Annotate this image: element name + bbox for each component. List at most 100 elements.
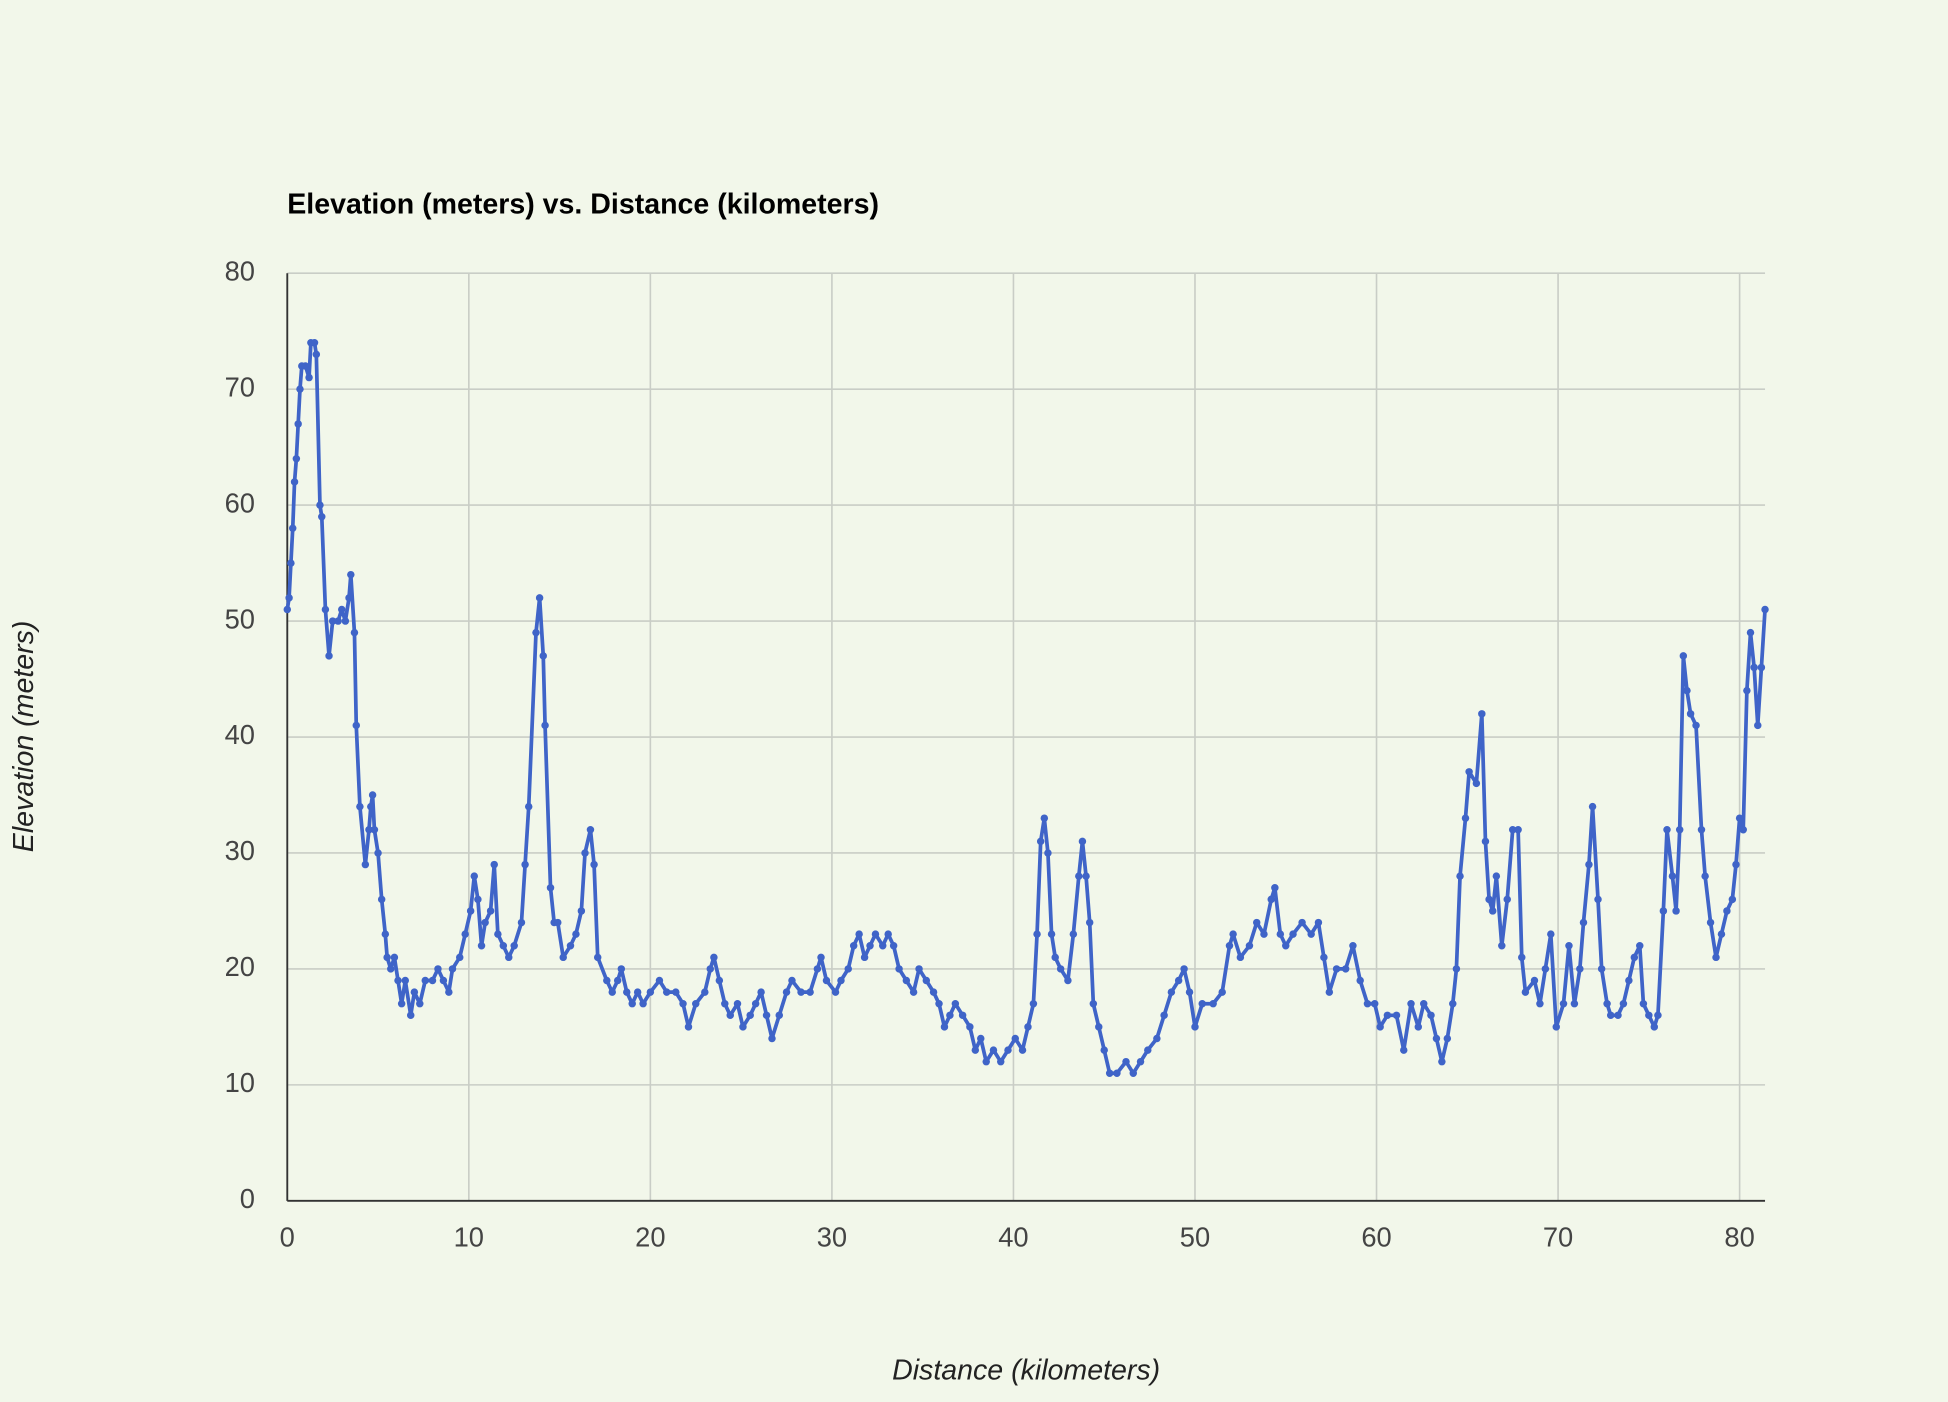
x-tick-label: 70 (1543, 1222, 1573, 1253)
data-point (305, 373, 313, 382)
data-point (982, 1057, 990, 1066)
data-point (546, 884, 555, 892)
y-tick-label: 70 (225, 371, 255, 402)
data-point (341, 617, 350, 625)
data-point (1289, 930, 1297, 938)
data-point (367, 802, 375, 811)
data-point (1298, 918, 1306, 927)
data-point (1518, 953, 1526, 962)
data-point (1706, 918, 1715, 927)
data-point (1686, 710, 1695, 718)
data-point (1461, 814, 1470, 822)
data-point (374, 849, 382, 857)
data-point (1160, 1011, 1168, 1020)
grid: 0 10 20 30 40 50 60 70 80 0 10 20 30 40 50 60 70 80 (225, 255, 1766, 1253)
data-point (951, 999, 960, 1008)
data-point (915, 965, 923, 973)
y-tick-label: 60 (225, 487, 255, 518)
data-point (1630, 953, 1639, 962)
data-point (1129, 1069, 1137, 1078)
data-point (581, 849, 589, 857)
data-point (410, 988, 419, 996)
data-point (1541, 965, 1550, 973)
data-point (1692, 721, 1700, 730)
data-point (505, 953, 513, 962)
data-point (1036, 837, 1045, 846)
data-point (1271, 884, 1279, 892)
data-point (292, 454, 301, 463)
data-point (623, 988, 631, 996)
data-point (1603, 999, 1611, 1008)
data-point (684, 1023, 693, 1031)
y-tick-label: 0 (240, 1183, 255, 1214)
data-point (1236, 953, 1245, 962)
data-point (1565, 942, 1573, 950)
chart-title: Elevation (meters) vs. Distance (kilomet… (287, 189, 879, 221)
data-point (1645, 1011, 1653, 1020)
data-point (701, 988, 709, 996)
x-tick-label: 80 (1724, 1222, 1754, 1253)
data-point (352, 721, 360, 730)
data-point (866, 942, 874, 950)
data-point (593, 953, 602, 962)
data-point (318, 512, 326, 521)
data-point (486, 907, 495, 915)
data-point (633, 988, 642, 996)
data-point (1488, 907, 1497, 915)
data-point (541, 721, 549, 730)
data-point (806, 988, 814, 996)
data-point (470, 872, 478, 880)
data-point (1717, 930, 1726, 938)
data-point (946, 1011, 954, 1020)
data-point (608, 988, 616, 996)
x-tick-label: 20 (635, 1222, 665, 1253)
data-point (1180, 965, 1188, 973)
y-tick-label: 80 (225, 255, 255, 286)
x-tick-label: 60 (1361, 1222, 1391, 1253)
data-point (977, 1034, 985, 1043)
data-point (1078, 837, 1087, 846)
data-point (1370, 999, 1379, 1008)
data-point (768, 1034, 776, 1043)
data-point (1521, 988, 1530, 996)
data-point (1011, 1034, 1019, 1043)
data-point (566, 942, 575, 950)
data-point (1728, 895, 1737, 904)
data-point (1443, 1034, 1452, 1043)
data-point (1105, 1069, 1114, 1078)
data-point (1024, 1023, 1032, 1031)
data-point (1064, 976, 1072, 985)
data-point (1606, 1011, 1615, 1020)
data-point (1320, 953, 1328, 962)
data-point (1082, 872, 1090, 880)
data-point (1485, 895, 1493, 904)
data-point (445, 988, 453, 996)
data-point (617, 965, 626, 973)
data-point (1579, 918, 1588, 927)
data-point (394, 976, 402, 985)
data-point (1400, 1046, 1408, 1054)
data-point (1576, 965, 1584, 973)
data-point (1282, 942, 1290, 950)
data-point (421, 976, 429, 985)
data-point (1552, 1023, 1560, 1031)
y-tick-label: 50 (225, 603, 255, 634)
data-point (1414, 1023, 1423, 1031)
data-point (1530, 976, 1539, 985)
data-point (1314, 918, 1323, 927)
data-point (350, 628, 359, 637)
data-point (316, 501, 324, 509)
data-point (1614, 1011, 1622, 1020)
data-point (1735, 814, 1744, 822)
data-point (1675, 826, 1684, 834)
data-point (1639, 999, 1648, 1008)
data-point (935, 999, 943, 1008)
data-point (1452, 965, 1461, 973)
data-point (958, 1011, 967, 1020)
data-point (837, 976, 845, 985)
data-point (1508, 826, 1517, 834)
data-point (1356, 976, 1364, 985)
data-point (1663, 826, 1671, 834)
data-point (966, 1023, 974, 1031)
data-point (368, 791, 377, 799)
